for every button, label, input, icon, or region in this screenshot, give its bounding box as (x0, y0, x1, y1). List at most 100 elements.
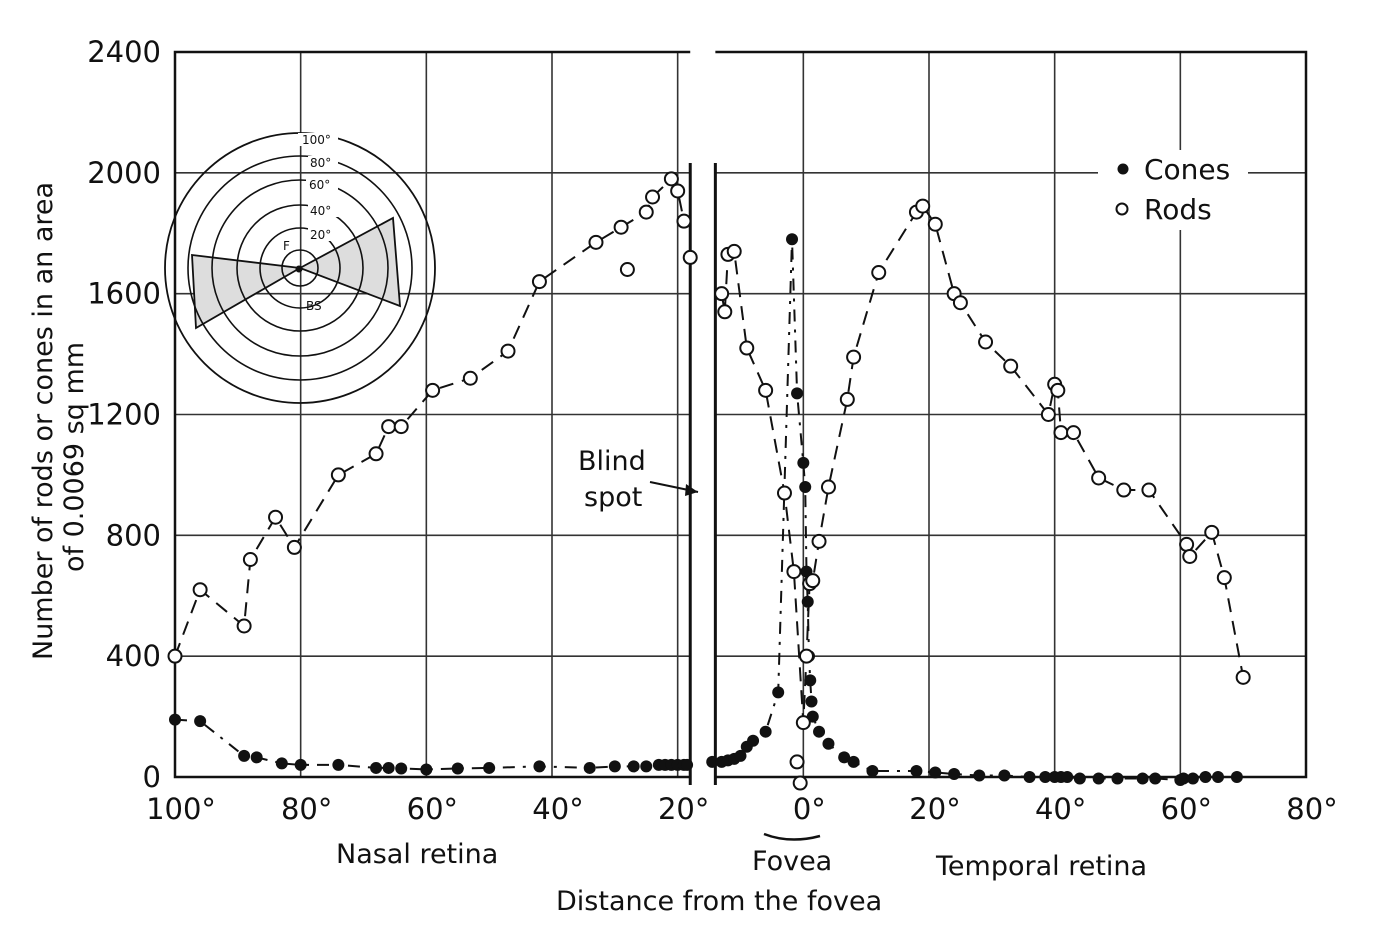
cones-point (1039, 771, 1052, 783)
rods-point (663, 171, 679, 187)
y-axis-ticks: 0 400 800 1200 1600 2000 2400 (87, 35, 161, 794)
rods-point (531, 274, 547, 290)
plot-frame (173, 50, 1308, 779)
rods-point (927, 216, 943, 232)
rods-point (1179, 536, 1195, 552)
cones-point (838, 751, 851, 764)
inset-hatched-sector-left (191, 253, 303, 330)
rods-point (682, 249, 698, 265)
rods-point (167, 648, 183, 664)
x-axis-label: Distance from the fovea (556, 886, 882, 917)
rods-point (1235, 669, 1251, 685)
cones-point (791, 387, 804, 400)
rods-point (717, 304, 733, 320)
inset-label-f: F (283, 239, 290, 253)
rods-point (792, 775, 808, 791)
rods-point (811, 533, 827, 549)
legend: Cones Rods (1098, 150, 1248, 230)
rods-point (638, 204, 654, 220)
rods-point (739, 340, 755, 356)
cones-point (1230, 771, 1243, 783)
rods-point (839, 391, 855, 407)
cones-point (822, 737, 835, 750)
cones-point (799, 481, 812, 493)
data-marks (167, 171, 1251, 791)
rods-point (1066, 425, 1082, 441)
cones-point (797, 456, 810, 469)
rods-point (758, 382, 774, 398)
rods-point (425, 382, 441, 398)
rods-point (619, 262, 635, 277)
inset-fovea-point (295, 265, 303, 273)
rods-point (645, 189, 661, 205)
inset-label-bg-60 (306, 178, 338, 191)
legend-rods-label: Rods (1144, 193, 1212, 226)
fovea-brace (763, 832, 821, 841)
cones-point (250, 751, 263, 764)
cones-point (813, 725, 826, 738)
cones-point (627, 760, 640, 773)
cones-point (801, 595, 814, 608)
rods-point (1003, 358, 1019, 374)
x-tick-label-60: 60° (1161, 792, 1212, 826)
cones-point (483, 761, 496, 774)
region-label-temporal: Temporal retina (935, 851, 1147, 882)
rods-point (500, 343, 516, 359)
cones-point (608, 760, 621, 773)
x-tick-label--40: 40° (532, 792, 583, 826)
cones-point (533, 760, 546, 773)
rods-point (676, 213, 692, 229)
rods-curve-nasal (174, 177, 685, 657)
inset-label-bg-40 (308, 204, 340, 217)
region-label-nasal: Nasal retina (336, 839, 498, 870)
cones-point (1111, 772, 1124, 785)
cones-point (640, 760, 653, 773)
cones-point (1149, 772, 1162, 785)
grid-lines (175, 52, 1306, 777)
cones-point (1212, 771, 1225, 783)
rods-point (846, 349, 862, 365)
inset-ring-20 (281, 249, 319, 287)
cones-point (382, 761, 395, 774)
rods-point (1182, 548, 1198, 564)
cones-point (973, 769, 986, 782)
rods-point (381, 419, 397, 435)
inset-label-bg-20 (308, 228, 338, 241)
cones-curve-nasal (174, 718, 688, 771)
rods-point (1050, 382, 1066, 398)
rods-point (192, 582, 208, 598)
legend-rods-marker (1115, 202, 1129, 216)
blind-spot-annotation-line-2: spot (584, 482, 642, 513)
rods-point (670, 183, 686, 199)
rods-point (1091, 470, 1107, 486)
y-axis-label-line-2: of 0.0069 sq mm (59, 342, 90, 572)
cones-point (747, 734, 760, 747)
inset-label-20: 20° (310, 228, 331, 242)
rods-point (978, 334, 994, 350)
cones-point (420, 763, 433, 776)
x-tick-label--60: 60° (407, 792, 458, 826)
cones-point (759, 725, 772, 738)
rods-point (726, 243, 742, 259)
x-tick-label-80: 80° (1286, 792, 1337, 826)
x-axis-ticks: 100° 80° 60° 40° 20° 0° 20° 40° 60° 80° (146, 792, 1338, 826)
cones-point (1023, 771, 1036, 783)
x-tick-label--20: 20° (658, 792, 709, 826)
cones-point (805, 695, 818, 708)
rods-point (330, 467, 346, 483)
cones-point (998, 769, 1011, 782)
blind-spot-arrowhead (685, 484, 698, 496)
inset-label-bs: BS (306, 299, 322, 313)
inset-label-100: 100° (302, 133, 331, 147)
rods-point (820, 479, 836, 495)
cones-point (910, 764, 923, 777)
inset-ring-80 (211, 179, 389, 357)
cones-point (786, 233, 799, 246)
y-tick-label-0: 0 (143, 760, 161, 794)
inset-label-bg-100 (298, 133, 338, 146)
region-label-fovea: Fovea (752, 846, 832, 877)
rods-point (368, 446, 384, 462)
cones-point (681, 758, 694, 771)
inset-ring-60 (236, 204, 364, 332)
cones-point (169, 713, 181, 726)
